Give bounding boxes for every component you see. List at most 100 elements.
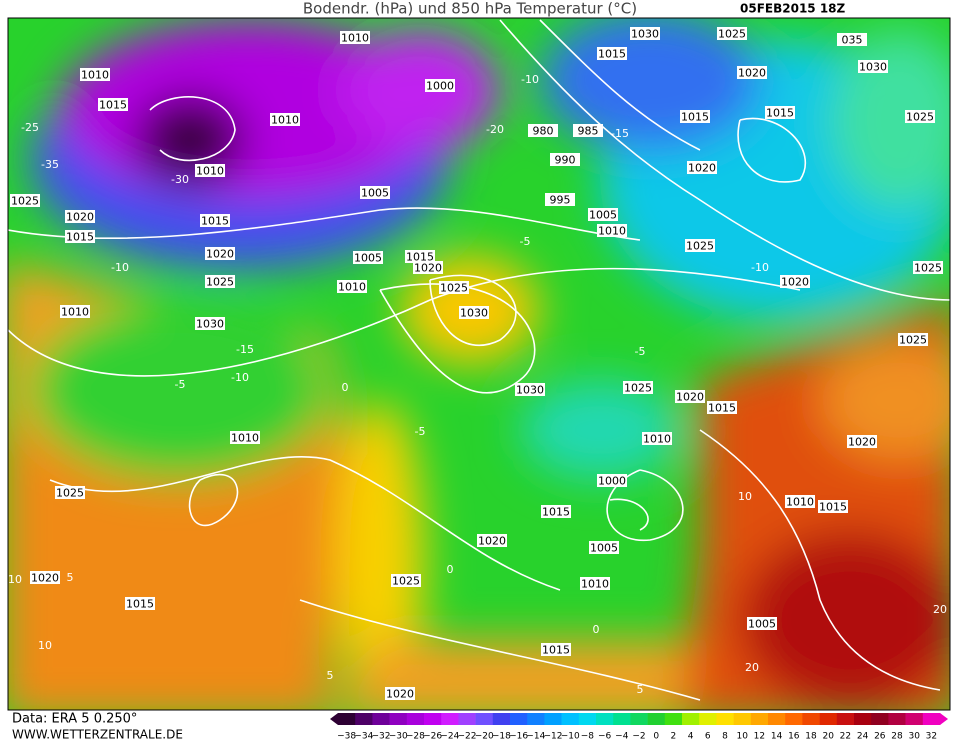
isobar-label: 1020 bbox=[478, 535, 506, 548]
isobar-label-box bbox=[195, 317, 225, 330]
isobar-label: 1025 bbox=[914, 262, 942, 275]
isobar-label-box bbox=[528, 124, 558, 137]
isobar-label: 1005 bbox=[590, 542, 618, 555]
colorbar-label: 22 bbox=[840, 732, 851, 741]
isobar-label-box bbox=[717, 27, 747, 40]
isobar-label-box bbox=[439, 281, 469, 294]
isobar-label: 1025 bbox=[718, 28, 746, 41]
map-title: Bodendr. (hPa) und 850 hPa Temperatur (°… bbox=[303, 0, 637, 18]
isobar-label: 1010 bbox=[598, 225, 626, 238]
colorbar-swatch bbox=[854, 713, 872, 725]
isotherm-label: 10 bbox=[38, 639, 52, 652]
colorbar-label: 14 bbox=[771, 732, 783, 741]
isobar-label: 1030 bbox=[196, 318, 224, 331]
isobar-label: 1010 bbox=[338, 281, 366, 294]
isobar-label: 1010 bbox=[786, 496, 814, 509]
isobar-label-box bbox=[515, 383, 545, 396]
colorbar-label: 16 bbox=[788, 732, 800, 741]
isobar-label: 1010 bbox=[61, 306, 89, 319]
colorbar-swatch bbox=[458, 713, 476, 725]
isotherm-label: 10 bbox=[8, 573, 22, 586]
colorbar-arrow bbox=[330, 713, 338, 725]
isobar-label-box bbox=[597, 474, 627, 487]
isobar-label-box bbox=[205, 275, 235, 288]
isobar-label: 1010 bbox=[81, 69, 109, 82]
colorbar-label: −4 bbox=[615, 732, 629, 741]
isotherm-labels: -25 -30 -35 -10 -15 -10 -5 0 -5 -10 -20 -15 -5 -10 -5 0… bbox=[8, 73, 947, 696]
colorbar-label: 26 bbox=[874, 732, 886, 741]
isobar-label-box bbox=[898, 333, 928, 346]
isobar-label: 1020 bbox=[688, 162, 716, 175]
isobar-label-box bbox=[837, 33, 867, 46]
isotherm-label: 20 bbox=[745, 661, 759, 674]
isobar-label: 1025 bbox=[624, 382, 652, 395]
isobar-label-box bbox=[65, 210, 95, 223]
isobar-label-box bbox=[360, 186, 390, 199]
temperature-field bbox=[8, 18, 950, 710]
isobar-label-box bbox=[405, 250, 435, 263]
isobar-label-box bbox=[200, 214, 230, 227]
colorbar-swatch bbox=[527, 713, 545, 725]
isobar-label: 990 bbox=[555, 154, 576, 167]
colorbar-label: −30 bbox=[389, 732, 408, 741]
isobar-label: 1015 bbox=[542, 644, 570, 657]
isotherm-label: 5 bbox=[327, 669, 334, 682]
isotherm-label: -10 bbox=[111, 261, 129, 274]
isobar-label-box bbox=[765, 106, 795, 119]
isobar-label-box bbox=[675, 390, 705, 403]
colorbar-swatch bbox=[475, 713, 494, 725]
isobar-label: 1015 bbox=[99, 99, 127, 112]
isobar-label: 1015 bbox=[406, 251, 434, 264]
isobar-label: 1010 bbox=[581, 578, 609, 591]
colorbar-swatch bbox=[750, 713, 769, 725]
colorbar-swatch bbox=[355, 713, 373, 725]
colorbar-label: −18 bbox=[492, 732, 511, 741]
isobar-label-box bbox=[30, 571, 60, 584]
isobar-label-box bbox=[597, 47, 627, 60]
colorbar-label: 18 bbox=[805, 732, 817, 741]
isobar-label: 035 bbox=[842, 34, 863, 47]
isobar-label-box bbox=[858, 60, 888, 73]
isobar-label: 1005 bbox=[589, 209, 617, 222]
isobar-label: 1010 bbox=[341, 32, 369, 45]
isotherm-label: -10 bbox=[751, 261, 769, 274]
isobar-label-box bbox=[425, 79, 455, 92]
isobar-label: 1015 bbox=[201, 215, 229, 228]
isobar-label: 1015 bbox=[542, 506, 570, 519]
isotherm-label: 10 bbox=[738, 490, 752, 503]
isobar-label: 1020 bbox=[414, 262, 442, 275]
isobar-label-box bbox=[55, 486, 85, 499]
isobar-label: 1005 bbox=[361, 187, 389, 200]
isobar-label-box bbox=[818, 500, 848, 513]
isotherm-label: -15 bbox=[611, 127, 629, 140]
colorbar-label: 10 bbox=[736, 732, 748, 741]
isobar-label-box bbox=[580, 577, 610, 590]
colorbar-swatch bbox=[888, 713, 906, 725]
isotherm-label: 5 bbox=[67, 571, 74, 584]
colorbar-label: 2 bbox=[671, 732, 677, 741]
isobar-label: 1005 bbox=[354, 252, 382, 265]
isobar-label-box bbox=[541, 505, 571, 518]
isotherm-label: -25 bbox=[21, 121, 39, 134]
colorbar-swatch bbox=[578, 713, 597, 725]
colorbar-label: −28 bbox=[406, 732, 425, 741]
colorbar-swatch bbox=[836, 713, 855, 725]
colorbar-swatch bbox=[785, 713, 803, 725]
colorbar-swatch bbox=[733, 713, 752, 725]
isobar-label-box bbox=[230, 431, 260, 444]
isobar-label: 1025 bbox=[206, 276, 234, 289]
isobar-label-box bbox=[642, 432, 672, 445]
colorbar-swatch bbox=[871, 713, 889, 725]
colorbar-label: 30 bbox=[908, 732, 920, 741]
isobar-label: 1025 bbox=[56, 487, 84, 500]
isotherm-label: 5 bbox=[637, 683, 644, 696]
map-frame bbox=[7, 17, 951, 711]
isobar-label: 1030 bbox=[460, 307, 488, 320]
isobar-label-box bbox=[65, 230, 95, 243]
colorbar-swatch bbox=[338, 713, 356, 725]
colorbar-swatch bbox=[424, 713, 442, 725]
colorbar-label: −2 bbox=[632, 732, 645, 741]
colorbar-label: −24 bbox=[440, 732, 459, 741]
isobar-label: 1015 bbox=[681, 111, 709, 124]
